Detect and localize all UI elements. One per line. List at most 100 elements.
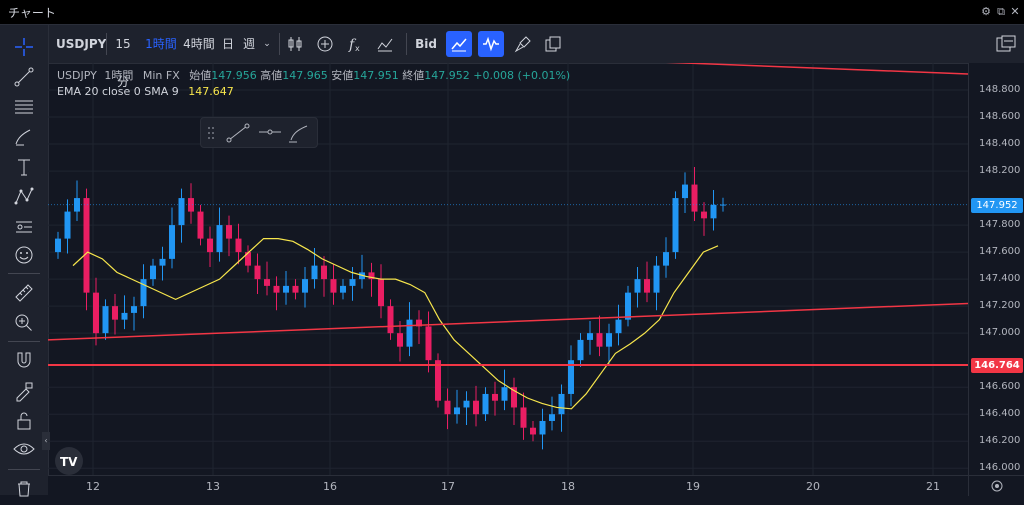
toolbar-divider xyxy=(106,33,107,55)
trendline-top xyxy=(665,63,968,75)
candles-layer xyxy=(55,167,726,450)
legend-symbol: USDJPY xyxy=(57,69,97,82)
toolbar-divider xyxy=(8,469,40,470)
price-tick: 146.400 xyxy=(979,408,1021,420)
drag-handle-icon xyxy=(208,127,214,139)
candle xyxy=(131,306,137,313)
brush-quick-icon xyxy=(289,125,308,143)
trendline-tool-icon[interactable] xyxy=(12,65,36,89)
horizontal-ray-icon xyxy=(259,129,281,135)
price-tick: 148.200 xyxy=(979,165,1021,177)
trash-icon[interactable] xyxy=(12,477,36,501)
candle-style-icon[interactable] xyxy=(282,31,308,57)
svg-text:x: x xyxy=(355,44,360,53)
zoom-in-icon[interactable] xyxy=(12,311,36,335)
candle xyxy=(558,393,565,415)
price-tick: 147.000 xyxy=(979,327,1021,339)
candle xyxy=(511,387,517,408)
candle xyxy=(102,306,109,334)
price-tick: 148.600 xyxy=(979,111,1021,123)
legend-interval: 1時間 xyxy=(104,69,134,82)
candle xyxy=(197,211,204,239)
price-tick: 148.400 xyxy=(979,138,1021,150)
layout-select-icon[interactable] xyxy=(992,31,1018,57)
interval-15m[interactable]: 15分 xyxy=(115,37,131,89)
candle xyxy=(577,339,584,361)
collapse-toolbar-icon[interactable]: ‹ xyxy=(42,432,50,450)
candle xyxy=(188,198,194,212)
bid-button[interactable]: Bid xyxy=(415,37,437,51)
price-tick: 147.400 xyxy=(979,273,1021,285)
candle xyxy=(672,198,679,253)
popout-icon[interactable]: ⧉ xyxy=(997,5,1005,18)
window-title: チャート xyxy=(8,6,56,20)
lock-drawing-icon[interactable] xyxy=(12,379,36,403)
interval-chevron-down-icon[interactable]: ⌄ xyxy=(263,39,271,49)
pattern-tool-icon[interactable] xyxy=(12,185,36,209)
candle xyxy=(169,225,175,259)
legend-low-label: 安値 xyxy=(331,69,354,82)
candle xyxy=(292,285,299,293)
axis-settings-icon[interactable] xyxy=(968,475,1024,496)
fib-tool-icon[interactable] xyxy=(12,95,36,119)
oscillator-toggle-icon[interactable] xyxy=(478,31,504,57)
emoji-icon[interactable] xyxy=(12,243,36,267)
candle xyxy=(330,279,337,293)
magnet-icon[interactable] xyxy=(12,349,36,373)
candle xyxy=(501,387,508,401)
price-chart[interactable] xyxy=(48,63,968,475)
eye-icon[interactable] xyxy=(12,437,36,461)
candle xyxy=(587,333,593,340)
time-tick: 18 xyxy=(561,480,575,493)
window-titlebar: チャート ⚙ ⧉ ✕ xyxy=(0,0,1024,25)
price-axis[interactable]: 148.800 148.600 148.400 148.200 147.800 147.6… xyxy=(968,63,1024,475)
interval-day[interactable]: 日 xyxy=(221,37,234,51)
candle xyxy=(159,258,166,266)
brush-tool-icon[interactable] xyxy=(12,125,36,149)
line-chart-toggle-icon[interactable] xyxy=(446,31,472,57)
add-indicator-icon[interactable] xyxy=(312,31,338,57)
candle xyxy=(454,407,460,415)
layout-copy-icon[interactable] xyxy=(540,31,566,57)
candle xyxy=(406,319,413,347)
candle xyxy=(653,265,660,293)
interval-4h[interactable]: 4時間 xyxy=(183,37,215,51)
indicator-legend[interactable]: EMA 20 close 0 SMA 9 147.647 xyxy=(57,85,234,98)
interval-1h[interactable]: 1時間 xyxy=(145,37,177,51)
interval-week[interactable]: 週 xyxy=(242,37,255,51)
prediction-tool-icon[interactable] xyxy=(12,215,36,239)
symbol-button[interactable]: USDJPY xyxy=(56,37,107,51)
indicators-chart-icon[interactable] xyxy=(372,31,398,57)
drawing-toolbar xyxy=(0,25,49,497)
candle xyxy=(83,198,90,293)
time-tick: 12 xyxy=(86,480,100,493)
trendline-quick-icon xyxy=(226,123,250,143)
indicator-value: 147.647 xyxy=(188,85,234,98)
legend-high: 147.965 xyxy=(282,69,328,82)
crosshair-icon[interactable] xyxy=(12,35,36,59)
candle xyxy=(444,400,451,415)
unlock-icon[interactable] xyxy=(12,409,36,433)
brush-icon[interactable] xyxy=(510,31,536,57)
candle xyxy=(121,312,128,320)
time-axis[interactable]: 12 13 16 17 18 19 20 21 xyxy=(48,475,968,496)
time-tick: 21 xyxy=(926,480,940,493)
price-tick: 146.200 xyxy=(979,435,1021,447)
candle xyxy=(245,252,251,266)
close-icon[interactable]: ✕ xyxy=(1010,5,1020,18)
legend-close-label: 終値 xyxy=(402,69,425,82)
candle xyxy=(349,279,356,286)
settings-icon[interactable]: ⚙ xyxy=(981,5,991,18)
candle xyxy=(368,272,375,280)
candle xyxy=(473,400,479,415)
time-tick: 20 xyxy=(806,480,820,493)
toolbar-divider xyxy=(406,33,407,55)
candle xyxy=(216,225,223,253)
svg-text:f: f xyxy=(348,37,357,53)
candle xyxy=(283,285,289,293)
ruler-icon[interactable] xyxy=(12,281,36,305)
candle xyxy=(691,184,698,212)
text-tool-icon[interactable] xyxy=(12,155,36,179)
legend-source: Min FX xyxy=(142,69,180,82)
